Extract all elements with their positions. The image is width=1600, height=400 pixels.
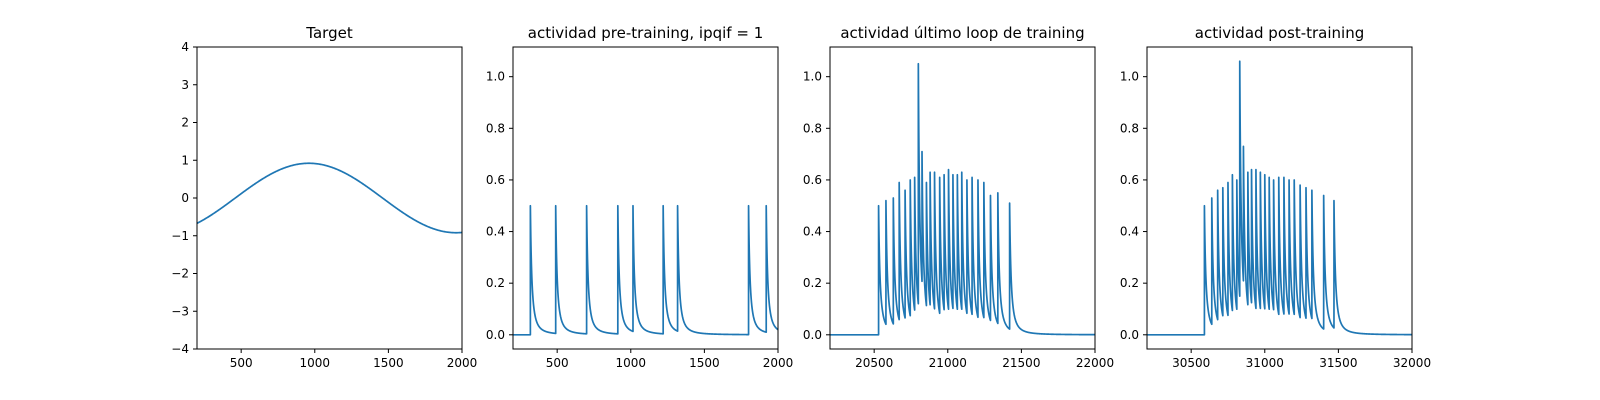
y-tick-label: 3 — [181, 78, 189, 92]
y-tick-label: −4 — [171, 342, 189, 356]
series-line — [197, 162, 462, 234]
y-tick-label: 0.2 — [486, 276, 505, 290]
x-tick-label: 1500 — [373, 356, 404, 370]
x-tick-label: 500 — [546, 356, 569, 370]
subplot-title: Target — [305, 24, 353, 42]
y-tick-label: 0.6 — [803, 173, 822, 187]
y-tick-label: 0 — [181, 191, 189, 205]
y-tick-label: 1 — [181, 153, 189, 167]
subplot-post-training: actividad post-training 30500 31000 31500 3… — [1120, 24, 1431, 370]
axes-frame — [512, 46, 779, 350]
subplot-title: actividad último loop de training — [840, 24, 1084, 42]
x-tick-label: 21000 — [929, 356, 967, 370]
axes-frame — [829, 46, 1096, 350]
y-tick-label: 1.0 — [803, 70, 822, 84]
y-tick-label: −3 — [171, 304, 189, 318]
x-tick-label: 32000 — [1393, 356, 1431, 370]
subplot-last-training-loop: actividad último loop de training 20500 2… — [803, 24, 1114, 370]
x-tick-label: 31500 — [1319, 356, 1357, 370]
y-tick-label: 1.0 — [1120, 70, 1139, 84]
y-tick-label: 0.2 — [1120, 276, 1139, 290]
y-tick-label: 0.6 — [1120, 173, 1139, 187]
x-tick-label: 31000 — [1246, 356, 1284, 370]
subplot-title: actividad pre-training, ipqif = 1 — [528, 24, 764, 42]
series-line — [1147, 60, 1412, 336]
x-tick-label: 20500 — [855, 356, 893, 370]
axes-frame — [196, 46, 463, 350]
y-tick-label: 1.0 — [486, 70, 505, 84]
y-tick-label: 0.8 — [1120, 121, 1139, 135]
x-tick-label: 30500 — [1172, 356, 1210, 370]
y-tick-label: 0.2 — [803, 276, 822, 290]
subplot-title: actividad post-training — [1195, 24, 1364, 42]
x-tick-label: 21500 — [1002, 356, 1040, 370]
y-tick-label: 0.4 — [803, 225, 822, 239]
y-tick-label: 2 — [181, 116, 189, 130]
x-tick-label: 2000 — [447, 356, 478, 370]
y-tick-label: 4 — [181, 40, 189, 54]
y-tick-label: 0.8 — [486, 121, 505, 135]
y-tick-label: 0.8 — [803, 121, 822, 135]
y-tick-label: 0.4 — [486, 225, 505, 239]
y-tick-label: 0.6 — [486, 173, 505, 187]
axes-frame — [1146, 46, 1413, 350]
subplot-target: Target 500 1000 1500 2000 −4 −3 −2 −1 0 1 2 3 4 — [171, 24, 477, 370]
x-tick-label: 1500 — [689, 356, 720, 370]
y-tick-label: 0.0 — [1120, 328, 1139, 342]
y-tick-label: 0.4 — [1120, 225, 1139, 239]
y-tick-label: 0.0 — [803, 328, 822, 342]
series-line — [830, 62, 1095, 336]
x-tick-label: 1000 — [300, 356, 331, 370]
y-tick-label: −2 — [171, 267, 189, 281]
y-tick-label: −1 — [171, 229, 189, 243]
x-tick-label: 2000 — [763, 356, 794, 370]
series-line — [513, 204, 778, 336]
y-tick-label: 0.0 — [486, 328, 505, 342]
subplot-pre-training: actividad pre-training, ipqif = 1 500 100… — [486, 24, 793, 370]
x-tick-label: 500 — [230, 356, 253, 370]
x-tick-label: 1000 — [616, 356, 647, 370]
x-tick-label: 22000 — [1076, 356, 1114, 370]
